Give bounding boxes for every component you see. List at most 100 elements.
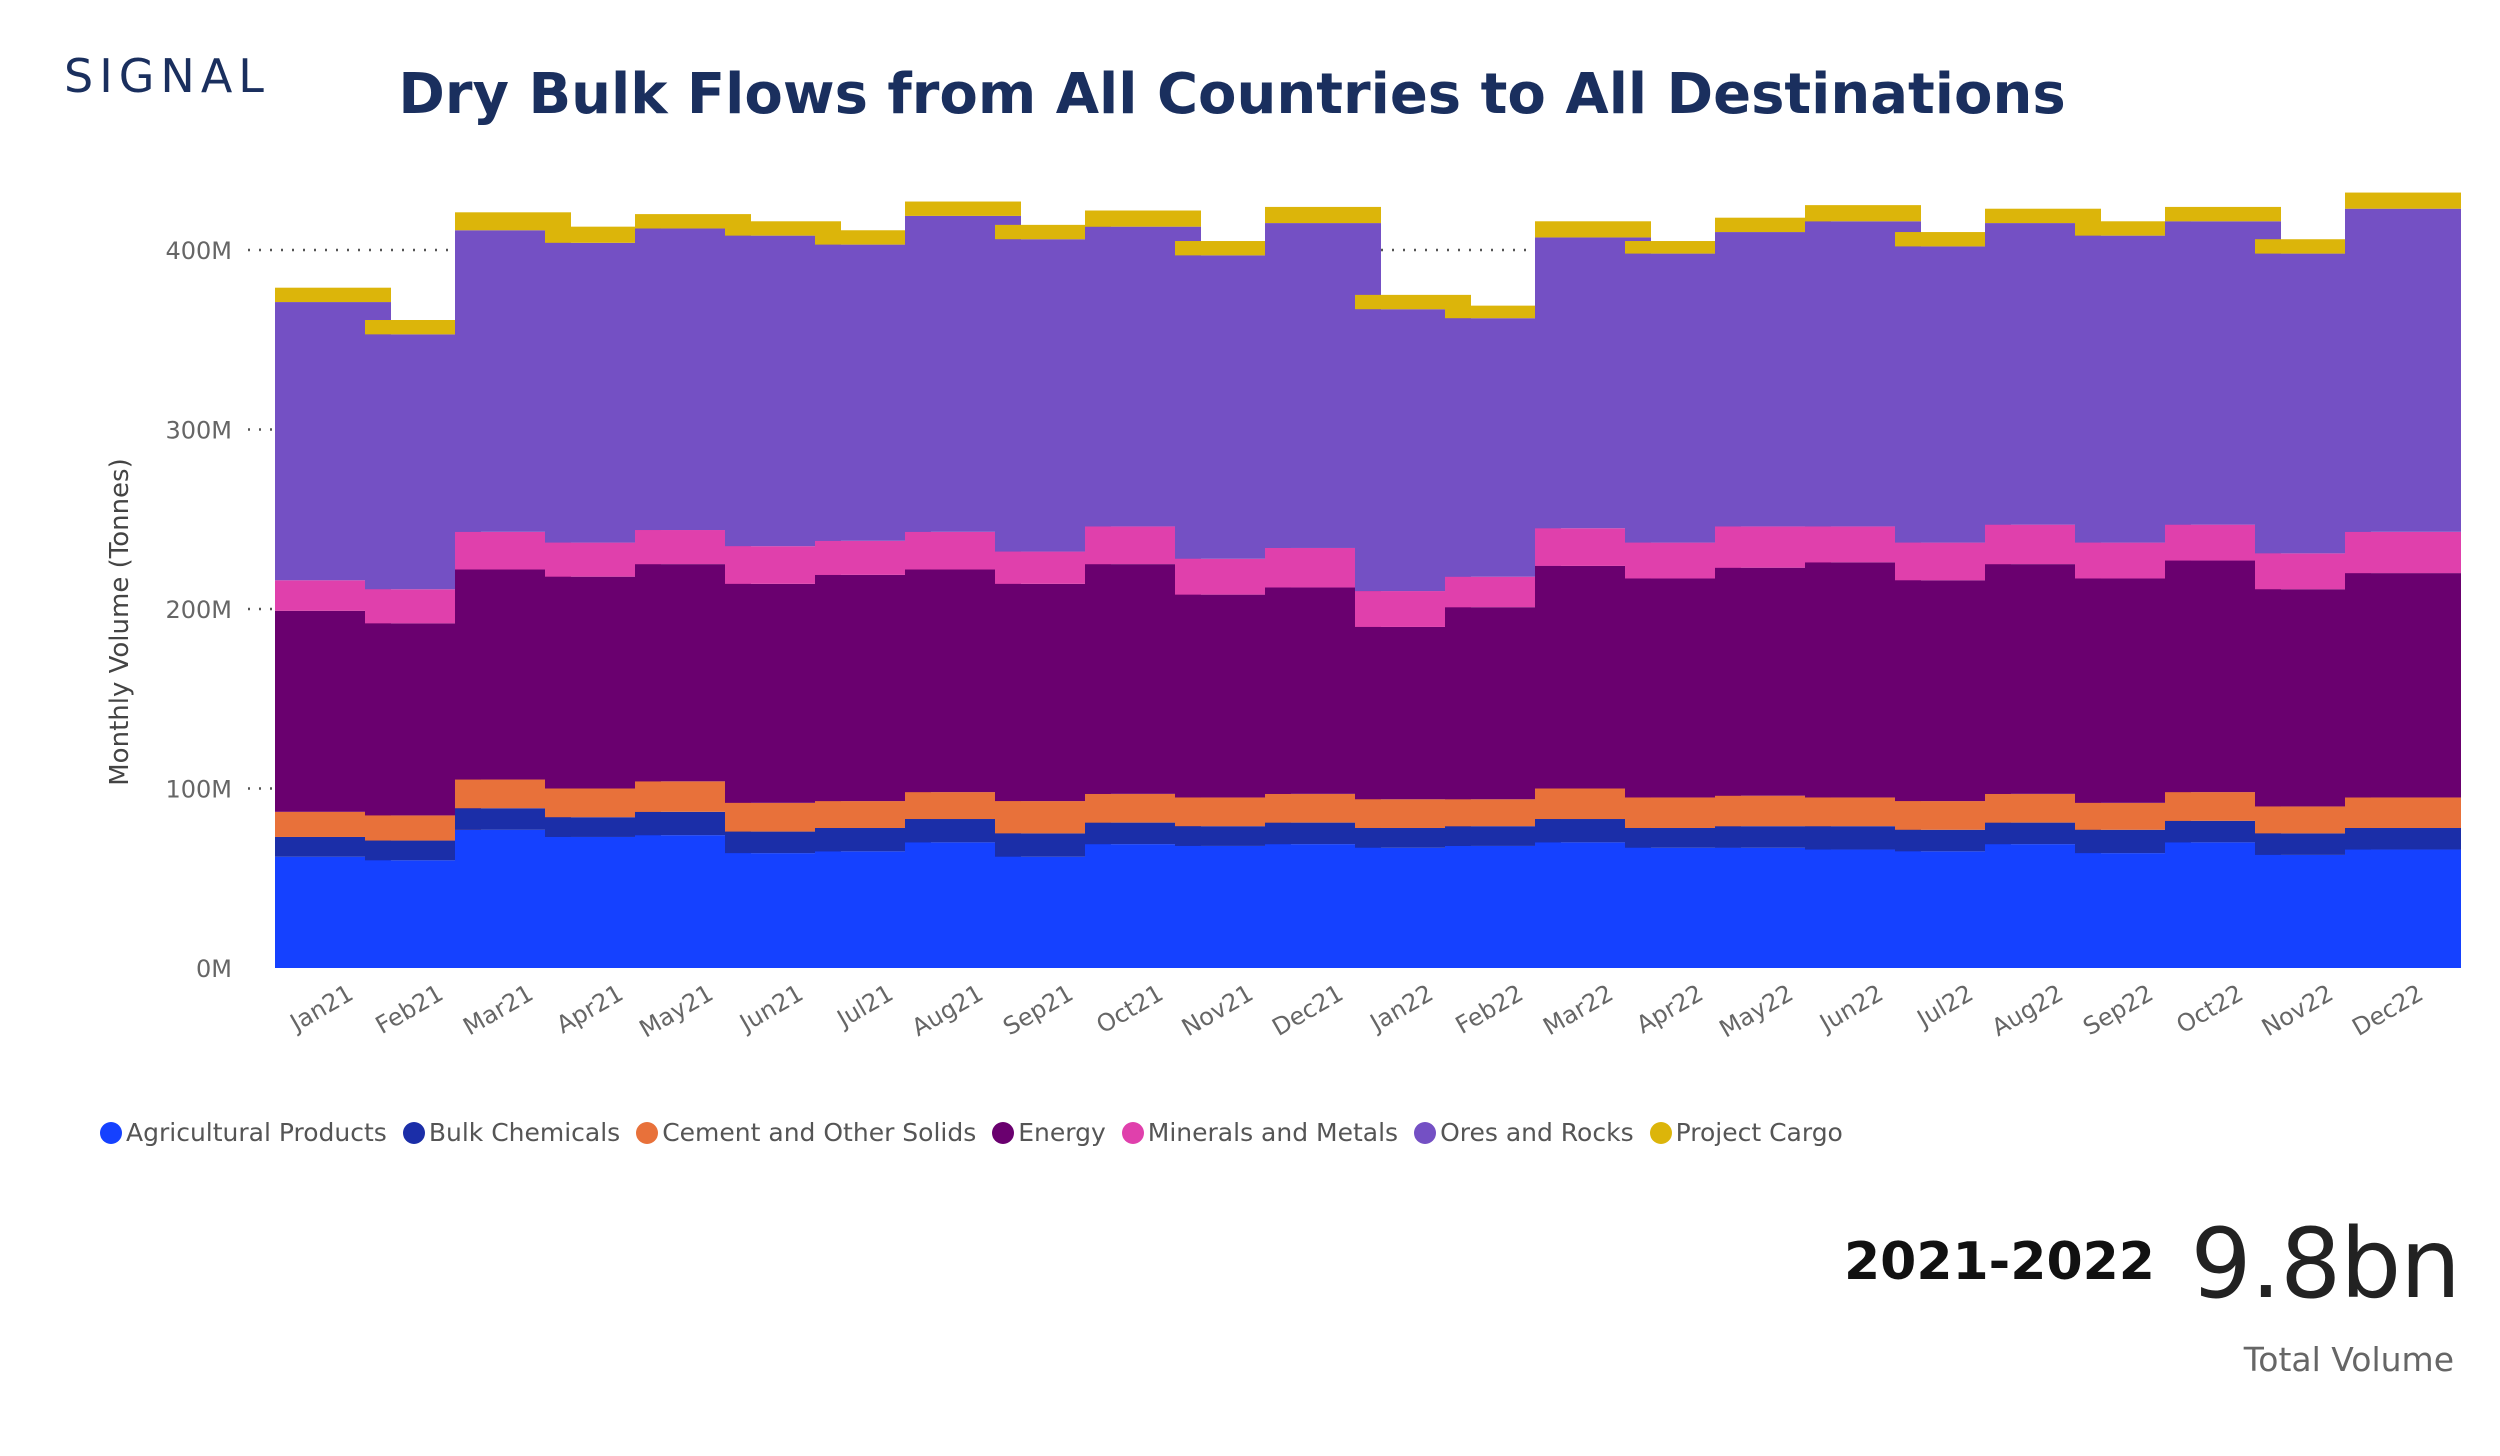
x-tick-label: Nov21 (1177, 979, 1258, 1042)
x-tick-label: Apr22 (1632, 979, 1708, 1039)
y-tick-label: 100M (165, 776, 232, 804)
bar-segment-bulk-chemicals-apr21[interactable] (545, 817, 661, 837)
legend-marker (992, 1121, 1015, 1144)
bar-segment-project-cargo-jun21[interactable] (725, 221, 841, 236)
legend-item-minerals-and-metals[interactable]: Minerals and Metals (1121, 1118, 1398, 1147)
bar-segment-bulk-chemicals-jun21[interactable] (725, 831, 841, 854)
kpi-caption: Total Volume (2243, 1340, 2454, 1379)
legend-item-project-cargo[interactable]: Project Cargo (1649, 1118, 1843, 1147)
bar-segment-bulk-chemicals-oct22[interactable] (2165, 820, 2281, 843)
bar-segment-cement-and-other-solids-dec22[interactable] (2345, 797, 2461, 828)
legend-marker (1121, 1121, 1144, 1144)
bar-segment-bulk-chemicals-dec22[interactable] (2345, 827, 2461, 850)
bar-segment-bulk-chemicals-feb21[interactable] (365, 840, 481, 861)
legend-marker (100, 1121, 122, 1144)
bar-segment-bulk-chemicals-jun22[interactable] (1805, 826, 1921, 850)
bar-segment-project-cargo-oct22[interactable] (2165, 206, 2281, 222)
bar-segment-bulk-chemicals-oct21[interactable] (1085, 822, 1201, 845)
legend-item-ores-and-rocks[interactable]: Ores and Rocks (1414, 1118, 1634, 1147)
bar-segment-project-cargo-feb22[interactable] (1445, 305, 1561, 319)
bar-segment-bulk-chemicals-sep22[interactable] (2075, 829, 2191, 854)
x-tick-label: May21 (635, 979, 718, 1043)
x-tick-label: Mar21 (458, 979, 538, 1041)
bar-segment-bulk-chemicals-feb22[interactable] (1445, 826, 1561, 846)
legend-item-energy[interactable]: Energy (992, 1118, 1106, 1147)
y-axis-label: Monthly Volume (Tonnes) (105, 458, 135, 786)
bar-segment-bulk-chemicals-aug22[interactable] (1985, 822, 2101, 845)
x-tick-label: Aug21 (907, 979, 988, 1042)
y-tick-label: 200M (165, 596, 232, 624)
legend-item-agricultural-products[interactable]: Agricultural Products (100, 1118, 387, 1147)
legend-label: Energy (1018, 1118, 1106, 1147)
bar-segment-project-cargo-feb21[interactable] (365, 320, 481, 335)
bar-segment-bulk-chemicals-apr22[interactable] (1625, 827, 1741, 848)
bar-segment-project-cargo-nov21[interactable] (1175, 241, 1291, 256)
bar-segment-project-cargo-aug22[interactable] (1985, 208, 2101, 224)
bar-segment-bulk-chemicals-jul21[interactable] (815, 827, 931, 852)
x-tick-label: Jan21 (284, 979, 358, 1038)
bar-segment-project-cargo-apr22[interactable] (1625, 241, 1741, 254)
bar-segment-project-cargo-sep22[interactable] (2075, 221, 2191, 236)
x-tick-label: Dec22 (2347, 979, 2428, 1042)
bar-segment-bulk-chemicals-dec21[interactable] (1265, 822, 1381, 845)
x-axis-ticks: Jan21 Feb21 Mar21 Apr21 May21 Jun21 Jul21 Aug21… (284, 979, 2428, 1043)
bar-segment-project-cargo-may21[interactable] (635, 214, 751, 229)
legend-label: Agricultural Products (126, 1118, 387, 1147)
logo-wordmark: SIGNAL (64, 49, 270, 103)
kpi-period-label: 2021-2022 (1843, 1232, 2155, 1292)
bar-segment-bulk-chemicals-nov21[interactable] (1175, 826, 1291, 846)
legend: Agricultural Products Bulk Chemicals Cemen… (100, 1118, 1843, 1147)
legend-marker (1649, 1121, 1672, 1144)
bar-segment-bulk-chemicals-mar22[interactable] (1535, 819, 1651, 843)
x-tick-label: Oct22 (2172, 979, 2248, 1039)
bar-segment-bulk-chemicals-jul22[interactable] (1895, 829, 2011, 852)
bar-segment-project-cargo-mar21[interactable] (455, 212, 571, 231)
bar-segment-project-cargo-dec21[interactable] (1265, 206, 1381, 224)
bar-segment-bulk-chemicals-mar21[interactable] (455, 808, 571, 830)
bar-segment-project-cargo-apr21[interactable] (545, 226, 661, 243)
bar-segment-energy-dec22[interactable] (2345, 573, 2461, 798)
x-tick-label: Sep21 (998, 979, 1078, 1041)
x-tick-label: Jun22 (1813, 979, 1888, 1038)
legend-label: Cement and Other Solids (662, 1118, 977, 1147)
bar-segment-project-cargo-aug21[interactable] (905, 201, 1021, 216)
legend-marker (636, 1121, 659, 1144)
chart-title: Dry Bulk Flows from All Countries to All… (398, 62, 2066, 127)
bar-segment-bulk-chemicals-may21[interactable] (635, 811, 751, 836)
bar-segment-bulk-chemicals-sep21[interactable] (995, 833, 1111, 857)
y-tick-label: 300M (165, 417, 232, 445)
x-tick-label: Jul22 (1911, 979, 1978, 1034)
x-tick-label: May22 (1715, 979, 1798, 1043)
bar-segment-bulk-chemicals-jan21[interactable] (275, 836, 391, 857)
bar-segment-project-cargo-jan21[interactable] (275, 287, 391, 303)
legend-item-cement-and-other-solids[interactable]: Cement and Other Solids (636, 1118, 976, 1147)
bar-segment-agricultural-products-dec22[interactable] (2345, 849, 2461, 968)
bar-segment-bulk-chemicals-aug21[interactable] (905, 819, 1021, 843)
bar-segment-project-cargo-dec22[interactable] (2345, 192, 2461, 209)
legend-item-bulk-chemicals[interactable]: Bulk Chemicals (402, 1118, 620, 1147)
y-tick-label: 400M (165, 237, 232, 265)
bar-segment-project-cargo-sep21[interactable] (995, 224, 1111, 240)
x-tick-label: Jun21 (733, 979, 808, 1038)
bar-segment-project-cargo-jan22[interactable] (1355, 294, 1471, 310)
bar-segment-bulk-chemicals-jan22[interactable] (1355, 827, 1471, 848)
bar-segment-project-cargo-jul21[interactable] (815, 230, 931, 245)
x-tick-label: Jul21 (831, 979, 898, 1034)
bar-segment-ores-and-rocks-dec22[interactable] (2345, 208, 2461, 532)
legend-label: Ores and Rocks (1440, 1118, 1634, 1147)
x-tick-label: Mar22 (1538, 979, 1618, 1041)
bars (275, 192, 2461, 968)
bar-segment-bulk-chemicals-may22[interactable] (1715, 826, 1831, 848)
bar-segment-project-cargo-jun22[interactable] (1805, 205, 1921, 222)
bar-segment-minerals-and-metals-dec22[interactable] (2345, 531, 2461, 574)
bar-segment-project-cargo-may22[interactable] (1715, 217, 1831, 233)
kpi-total-volume-value: 9.8bn (2190, 1208, 2461, 1320)
x-tick-label: Aug22 (1987, 979, 2068, 1042)
bar-segment-project-cargo-jul22[interactable] (1895, 232, 2011, 247)
bar-segment-project-cargo-oct21[interactable] (1085, 210, 1201, 227)
x-tick-label: Sep22 (2078, 979, 2158, 1041)
bar-segment-bulk-chemicals-nov22[interactable] (2255, 833, 2371, 855)
bar-segment-project-cargo-mar22[interactable] (1535, 221, 1651, 238)
bar-segment-project-cargo-nov22[interactable] (2255, 239, 2371, 254)
